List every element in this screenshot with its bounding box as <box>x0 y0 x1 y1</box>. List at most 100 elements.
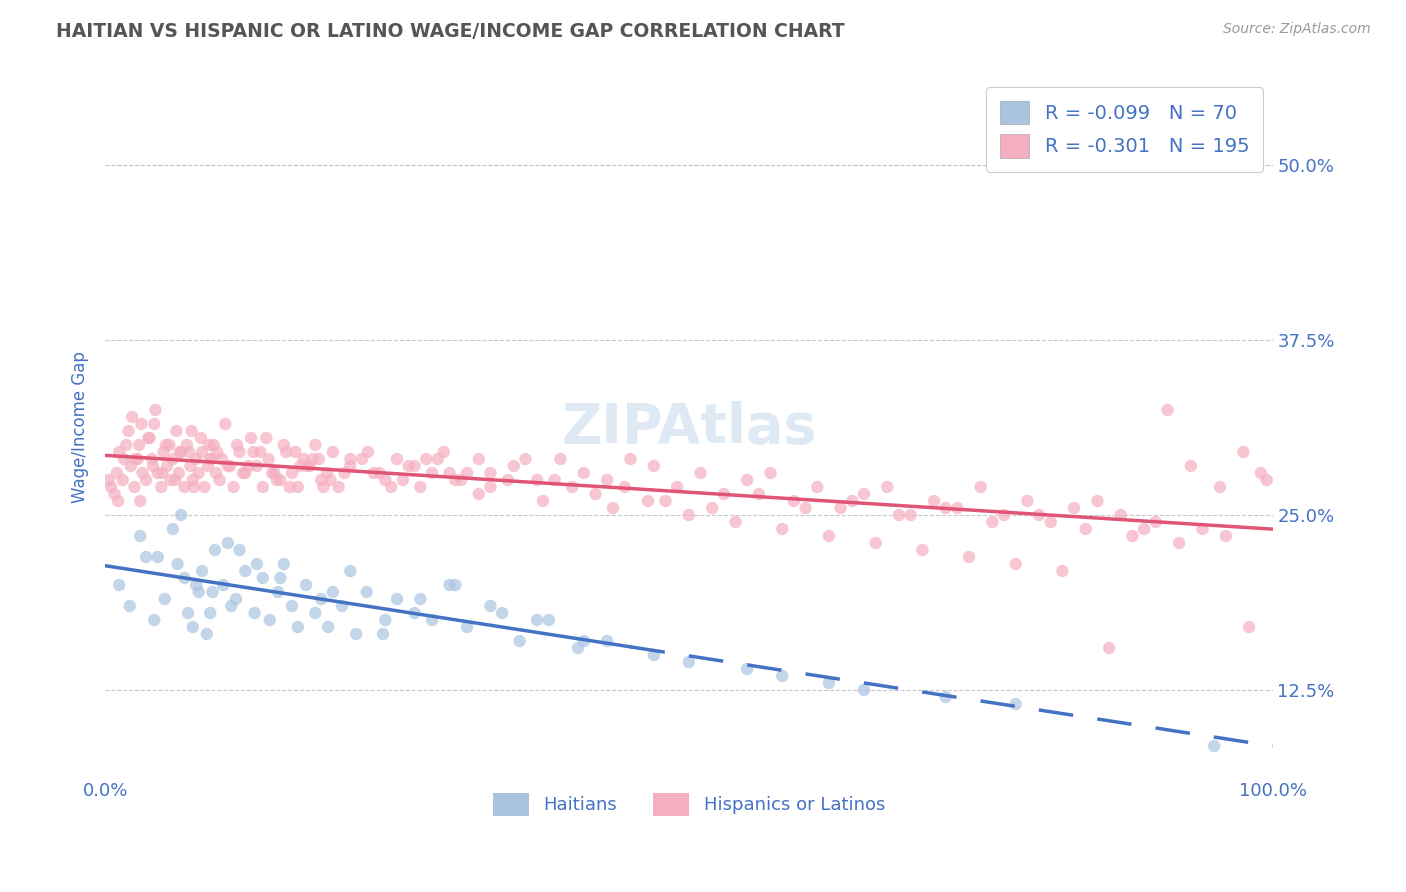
Point <box>479 599 502 613</box>
Point <box>922 494 945 508</box>
Point <box>702 501 724 516</box>
Point <box>217 458 239 473</box>
Point <box>304 606 326 620</box>
Point <box>308 452 330 467</box>
Point <box>124 480 146 494</box>
Point <box>142 458 165 473</box>
Point <box>233 466 256 480</box>
Point <box>526 473 548 487</box>
Point <box>770 522 793 536</box>
Point <box>170 445 193 459</box>
Point <box>1215 529 1237 543</box>
Point <box>202 438 225 452</box>
Point <box>162 522 184 536</box>
Point <box>165 424 187 438</box>
Point <box>1063 501 1085 516</box>
Point <box>225 592 247 607</box>
Point <box>887 508 910 522</box>
Point <box>115 438 138 452</box>
Point <box>935 690 957 704</box>
Point <box>433 445 456 459</box>
Point <box>350 452 373 467</box>
Point <box>222 480 245 494</box>
Point <box>439 578 461 592</box>
Point <box>131 466 153 480</box>
Point <box>302 452 325 467</box>
Point <box>596 473 619 487</box>
Point <box>491 606 513 620</box>
Point <box>138 431 160 445</box>
Point <box>173 571 195 585</box>
Text: HAITIAN VS HISPANIC OR LATINO WAGE/INCOME GAP CORRELATION CHART: HAITIAN VS HISPANIC OR LATINO WAGE/INCOM… <box>56 22 845 41</box>
Point <box>180 424 202 438</box>
Point <box>288 458 311 473</box>
Point <box>865 536 887 550</box>
Point <box>266 473 288 487</box>
Point <box>543 473 565 487</box>
Point <box>141 452 163 467</box>
Point <box>654 494 676 508</box>
Point <box>181 473 204 487</box>
Point <box>330 599 353 613</box>
Point <box>249 445 271 459</box>
Point <box>356 585 378 599</box>
Point <box>121 409 143 424</box>
Point <box>1028 508 1050 522</box>
Point <box>1004 557 1026 571</box>
Point <box>129 529 152 543</box>
Point <box>479 466 502 480</box>
Point <box>146 549 169 564</box>
Point <box>357 445 380 459</box>
Point <box>205 466 228 480</box>
Point <box>841 494 863 508</box>
Point <box>392 473 415 487</box>
Point <box>128 438 150 452</box>
Point <box>806 480 828 494</box>
Point <box>181 620 204 634</box>
Point <box>1004 697 1026 711</box>
Point <box>468 452 491 467</box>
Point <box>118 599 141 613</box>
Point <box>876 480 898 494</box>
Point <box>129 494 152 508</box>
Point <box>316 466 339 480</box>
Point <box>404 458 426 473</box>
Point <box>219 599 242 613</box>
Point <box>273 438 295 452</box>
Point <box>111 473 134 487</box>
Point <box>852 683 875 698</box>
Point <box>1017 494 1039 508</box>
Point <box>666 480 689 494</box>
Point <box>1052 564 1074 578</box>
Point <box>1209 480 1232 494</box>
Point <box>1232 445 1254 459</box>
Point <box>262 466 284 480</box>
Point <box>254 431 277 445</box>
Point <box>1087 494 1109 508</box>
Point <box>146 466 169 480</box>
Point <box>200 452 222 467</box>
Point <box>404 606 426 620</box>
Point <box>596 634 619 648</box>
Point <box>198 438 221 452</box>
Point <box>228 445 250 459</box>
Point <box>179 458 201 473</box>
Point <box>309 473 332 487</box>
Point <box>456 620 478 634</box>
Point <box>911 543 934 558</box>
Point <box>637 494 659 508</box>
Point <box>759 466 782 480</box>
Point <box>103 487 125 501</box>
Legend: Haitians, Hispanics or Latinos: Haitians, Hispanics or Latinos <box>484 784 894 824</box>
Point <box>195 627 218 641</box>
Point <box>689 466 711 480</box>
Point <box>200 606 222 620</box>
Point <box>120 458 142 473</box>
Point <box>643 458 665 473</box>
Point <box>312 480 335 494</box>
Point <box>368 466 391 480</box>
Point <box>240 431 263 445</box>
Point <box>191 564 214 578</box>
Point <box>748 487 770 501</box>
Point <box>152 445 174 459</box>
